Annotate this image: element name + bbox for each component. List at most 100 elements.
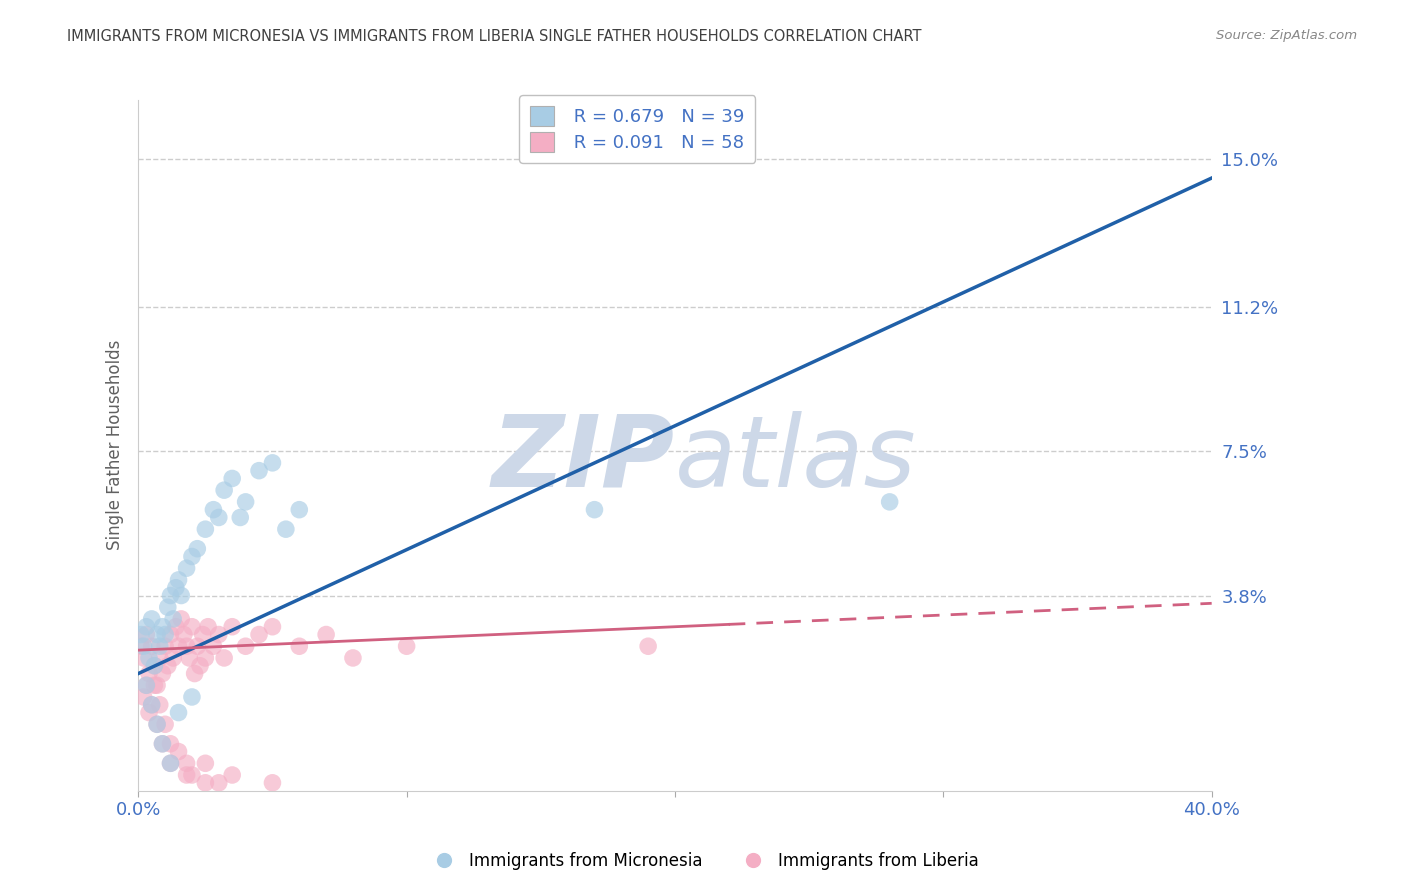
Point	[167, 745, 190, 759]
Point	[141, 698, 163, 712]
Point	[138, 651, 160, 665]
Point	[152, 666, 174, 681]
Point	[149, 698, 172, 712]
Point	[395, 639, 418, 653]
Legend:  R = 0.679   N = 39,  R = 0.091   N = 58: R = 0.679 N = 39, R = 0.091 N = 58	[519, 95, 755, 163]
Point	[221, 471, 243, 485]
Point	[153, 639, 176, 653]
Point	[262, 776, 284, 790]
Point	[288, 639, 311, 653]
Point	[212, 483, 235, 498]
Point	[202, 639, 225, 653]
Point	[202, 502, 225, 516]
Point	[176, 768, 198, 782]
Point	[165, 620, 187, 634]
Point	[208, 776, 231, 790]
Point	[159, 589, 181, 603]
Text: atlas: atlas	[675, 410, 917, 508]
Point	[159, 737, 181, 751]
Legend: Immigrants from Micronesia, Immigrants from Liberia: Immigrants from Micronesia, Immigrants f…	[420, 846, 986, 877]
Point	[194, 522, 217, 536]
Point	[181, 768, 204, 782]
Point	[132, 639, 155, 653]
Point	[173, 627, 195, 641]
Point	[176, 639, 198, 653]
Point	[129, 627, 152, 641]
Y-axis label: Single Father Households: Single Father Households	[107, 340, 124, 550]
Point	[183, 666, 205, 681]
Point	[342, 651, 364, 665]
Point	[135, 627, 157, 641]
Point	[181, 549, 204, 564]
Point	[167, 639, 190, 653]
Point	[170, 612, 193, 626]
Point	[186, 541, 208, 556]
Point	[879, 495, 901, 509]
Point	[181, 620, 204, 634]
Point	[141, 698, 163, 712]
Point	[170, 589, 193, 603]
Point	[138, 666, 160, 681]
Point	[152, 737, 174, 751]
Point	[188, 658, 211, 673]
Point	[274, 522, 297, 536]
Point	[191, 627, 214, 641]
Point	[181, 690, 204, 704]
Point	[583, 502, 606, 516]
Point	[143, 658, 166, 673]
Point	[156, 600, 179, 615]
Point	[146, 717, 169, 731]
Point	[176, 756, 198, 771]
Point	[159, 756, 181, 771]
Point	[165, 581, 187, 595]
Point	[221, 620, 243, 634]
Point	[235, 639, 257, 653]
Point	[221, 768, 243, 782]
Point	[132, 651, 155, 665]
Point	[194, 776, 217, 790]
Point	[262, 456, 284, 470]
Point	[156, 658, 179, 673]
Point	[167, 706, 190, 720]
Text: Source: ZipAtlas.com: Source: ZipAtlas.com	[1216, 29, 1357, 42]
Point	[149, 651, 172, 665]
Point	[176, 561, 198, 575]
Point	[153, 627, 176, 641]
Point	[637, 639, 659, 653]
Point	[262, 620, 284, 634]
Point	[208, 510, 231, 524]
Point	[152, 737, 174, 751]
Point	[146, 717, 169, 731]
Point	[288, 502, 311, 516]
Point	[149, 639, 172, 653]
Point	[162, 612, 184, 626]
Point	[167, 573, 190, 587]
Point	[129, 639, 152, 653]
Point	[208, 627, 231, 641]
Point	[153, 717, 176, 731]
Point	[135, 620, 157, 634]
Point	[197, 620, 219, 634]
Point	[179, 651, 201, 665]
Text: IMMIGRANTS FROM MICRONESIA VS IMMIGRANTS FROM LIBERIA SINGLE FATHER HOUSEHOLDS C: IMMIGRANTS FROM MICRONESIA VS IMMIGRANTS…	[67, 29, 922, 44]
Point	[194, 756, 217, 771]
Point	[146, 627, 169, 641]
Point	[315, 627, 337, 641]
Point	[229, 510, 252, 524]
Point	[159, 756, 181, 771]
Point	[247, 464, 270, 478]
Point	[138, 706, 160, 720]
Point	[194, 651, 217, 665]
Point	[159, 627, 181, 641]
Point	[143, 658, 166, 673]
Point	[135, 678, 157, 692]
Point	[141, 639, 163, 653]
Point	[143, 678, 166, 692]
Point	[141, 612, 163, 626]
Text: ZIP: ZIP	[492, 410, 675, 508]
Point	[235, 495, 257, 509]
Point	[212, 651, 235, 665]
Point	[162, 651, 184, 665]
Point	[186, 639, 208, 653]
Point	[247, 627, 270, 641]
